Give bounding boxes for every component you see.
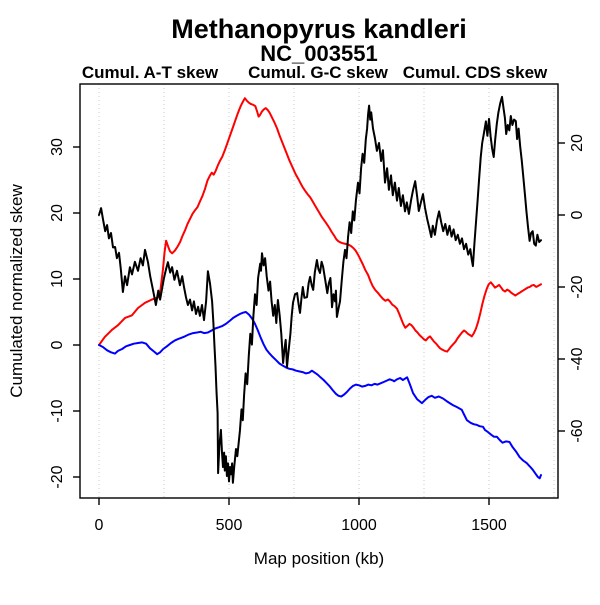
right-tick-label--40: -40 bbox=[569, 347, 586, 370]
x-tick-label-0: 0 bbox=[95, 517, 104, 534]
gridlines bbox=[98, 84, 555, 498]
plot-box bbox=[79, 83, 559, 499]
legend-label-gc-skew: Cumul. G-C skew bbox=[248, 63, 389, 82]
left-tick-label-30: 30 bbox=[49, 138, 66, 156]
x-axis-title: Map position (kb) bbox=[254, 549, 384, 568]
series-line-cumul-a-t-skew bbox=[98, 97, 542, 353]
right-tick-label--20: -20 bbox=[569, 275, 586, 298]
right-tick-label-20: 20 bbox=[569, 134, 586, 152]
right-tick-label--60: -60 bbox=[569, 419, 586, 442]
series-line-cumul-g-c-skew bbox=[98, 311, 542, 480]
series-line-cumul-cds-skew bbox=[98, 95, 542, 484]
right-tick-label-0: 0 bbox=[569, 210, 586, 219]
left-tick-label-0: 0 bbox=[49, 340, 66, 349]
axis-ticks bbox=[73, 142, 565, 505]
axis-tick-labels: 0 500 1000 1500 -20 -10 0 10 20 30 -60 -40 -20 0 20 bbox=[49, 134, 586, 534]
series-lines bbox=[98, 95, 542, 484]
legend-label-cds-skew: Cumul. CDS skew bbox=[403, 63, 548, 82]
chart-title: Methanopyrus kandleri bbox=[171, 14, 467, 44]
y-axis-title: Cumulated normalized skew bbox=[7, 184, 26, 398]
left-tick-label-20: 20 bbox=[49, 204, 66, 222]
legend-label-at-skew: Cumul. A-T skew bbox=[82, 63, 219, 82]
chart-subtitle: NC_003551 bbox=[260, 41, 377, 66]
x-tick-label-500: 500 bbox=[216, 517, 243, 534]
x-tick-label-1500: 1500 bbox=[471, 517, 507, 534]
x-tick-label-1000: 1000 bbox=[341, 517, 377, 534]
left-tick-label-10: 10 bbox=[49, 270, 66, 288]
left-tick-label--20: -20 bbox=[49, 465, 66, 488]
left-tick-label--10: -10 bbox=[49, 399, 66, 422]
